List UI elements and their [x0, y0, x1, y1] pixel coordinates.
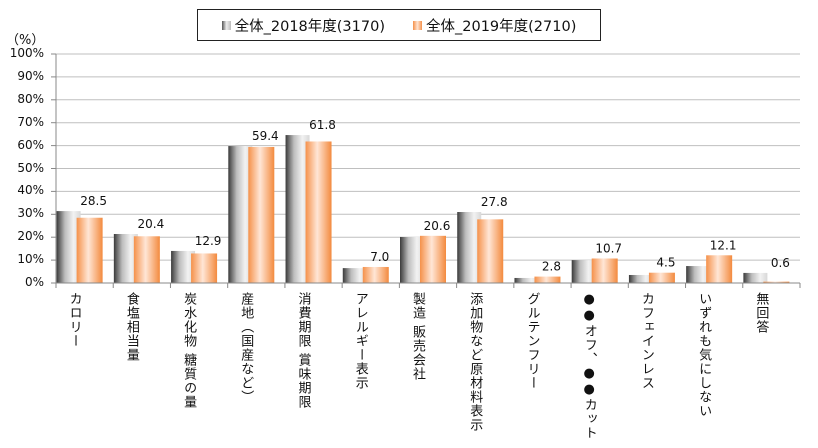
data-label-2019: 2.8	[542, 260, 561, 274]
data-label-2019: 10.7	[595, 241, 622, 255]
y-tick-label: 90%	[17, 68, 44, 83]
data-label-2019: 12.1	[710, 238, 737, 252]
y-tick-label: 100%	[9, 46, 44, 60]
bar-2019	[362, 266, 389, 283]
x-category-label: カロリー	[66, 292, 82, 348]
bar-2019	[420, 235, 446, 283]
x-category-label: 添加物など原材料表示	[467, 292, 483, 432]
y-tick-label: 20%	[17, 229, 44, 244]
legend: 全体_2018年度(3170) 全体_2019年度(2710)	[197, 9, 601, 41]
data-label-2019: 27.8	[481, 195, 508, 209]
bar-2019	[477, 219, 504, 283]
bar-2019	[305, 141, 332, 283]
x-category-label: 産地（国産など）	[238, 292, 254, 404]
x-category-label: アレルギー表示	[352, 292, 368, 390]
data-label-2019: 20.4	[137, 217, 164, 231]
legend-label-2019: 全体_2019年度(2710)	[426, 18, 577, 35]
bar-2019	[534, 276, 561, 283]
legend-item-2018: 全体_2018年度(3170)	[221, 15, 385, 36]
y-tick-label: 30%	[17, 206, 44, 221]
bar-2019	[76, 217, 103, 283]
x-category-label: グルテンフリー	[524, 292, 540, 390]
x-category-label: 製造 販売会社	[410, 292, 425, 382]
x-category-label: 無回答	[753, 292, 769, 334]
legend-item-2019: 全体_2019年度(2710)	[413, 15, 576, 36]
y-axis-unit-label: （%）	[6, 33, 45, 48]
bar-2019	[248, 146, 275, 283]
data-label-2019: 28.5	[80, 194, 107, 208]
y-tick-label: 50%	[17, 160, 44, 175]
legend-label-2018: 全体_2018年度(3170)	[234, 18, 385, 35]
bar-2019	[706, 255, 733, 283]
bar-2019	[591, 258, 618, 283]
bar-2019	[133, 236, 160, 283]
x-category-label: ●●オフ、●●カット	[581, 292, 597, 440]
x-category-label: カフェインレス	[638, 292, 654, 390]
x-category-label: 炭水化物 糖質の量	[181, 292, 197, 410]
legend-swatch-2018	[221, 20, 231, 30]
data-label-2019: 12.9	[195, 234, 222, 248]
bar-2018	[342, 268, 367, 283]
bar-2018	[514, 277, 539, 283]
bar-2018	[686, 266, 711, 283]
data-label-2019: 7.0	[370, 250, 389, 264]
x-category-label: 食塩相当量	[123, 292, 139, 362]
bar-2019	[191, 253, 218, 283]
bar-2018	[743, 272, 768, 283]
y-tick-label: 0%	[24, 275, 44, 289]
bar-2019	[763, 281, 790, 283]
bar-2018	[628, 274, 653, 283]
y-tick-label: 70%	[17, 114, 44, 129]
legend-swatch-2019	[413, 20, 422, 30]
y-tick-label: 10%	[17, 252, 44, 267]
data-label-2019: 59.4	[252, 129, 279, 143]
y-tick-label: 80%	[17, 91, 44, 106]
y-tick-label: 60%	[17, 137, 44, 152]
x-category-label: 消費期限 賞味期限	[295, 292, 311, 410]
data-label-2019: 61.8	[309, 118, 336, 132]
bar-2018	[571, 260, 596, 283]
x-category-label: いずれも気にしない	[696, 292, 712, 418]
data-label-2019: 20.6	[424, 219, 451, 233]
data-label-2019: 4.5	[656, 256, 675, 270]
y-tick-label: 40%	[17, 183, 44, 198]
data-label-2019: 0.6	[771, 256, 790, 270]
bar-2019	[648, 272, 675, 283]
